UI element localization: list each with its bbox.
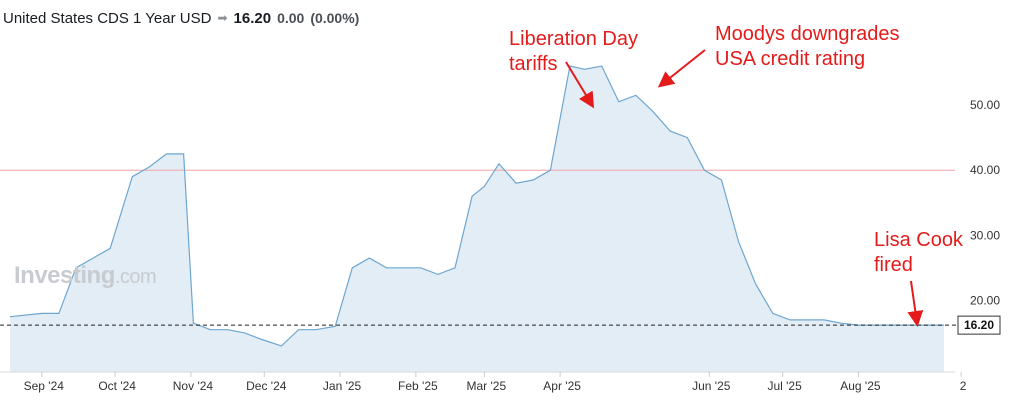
x-tick-label: Jan '25	[323, 379, 362, 393]
annotation-line: Liberation Day	[509, 28, 638, 50]
annotation-line: Moodys downgrades	[715, 23, 900, 45]
y-tick-label: 50.00	[970, 98, 1000, 112]
instrument-header: United States CDS 1 Year USD ➡ 16.20 0.0…	[3, 8, 359, 28]
x-tick-label: Mar '25	[467, 379, 507, 393]
x-tick-label: Jul '25	[767, 379, 802, 393]
arrow-lisa-cook	[907, 280, 924, 327]
last-price: 16.20	[233, 9, 272, 27]
annotation-line: tariffs	[509, 53, 558, 75]
annotation-line: USA credit rating	[715, 48, 866, 70]
watermark-suffix: .com	[114, 266, 157, 288]
x-tick-label: Oct '24	[98, 379, 136, 393]
series-line[interactable]	[9, 65, 944, 347]
x-tick-label: Aug '25	[840, 379, 881, 393]
series-area-fill	[10, 66, 944, 372]
current-value-badge	[957, 315, 1001, 335]
annotation-line: Lisa Cook	[874, 229, 963, 251]
instrument-name[interactable]: United States CDS 1 Year USD	[3, 9, 212, 27]
x-tick-label: Apr '25	[543, 379, 581, 393]
current-value-label: 16.20	[964, 318, 994, 332]
annotation-arrows	[565, 49, 924, 327]
right-arrow-icon: ➡	[217, 11, 228, 25]
y-tick-label: 20.00	[970, 293, 1000, 307]
plot-area[interactable]	[0, 65, 958, 372]
annotation-moodys-downgrade: Moodys downgrades USA credit rating	[715, 22, 900, 72]
x-tick-label: Feb '25	[398, 379, 438, 393]
x-tick-label: Sep '24	[24, 379, 65, 393]
annotation-liberation-day: Liberation Day tariffs	[509, 27, 638, 77]
axes: Sep '24 Oct '24 Nov '24 Dec '24 Jan '25 Feb '…	[0, 98, 1001, 393]
investing-watermark-logo: Investing.com	[14, 262, 157, 290]
arrow-liberation-day	[565, 61, 595, 109]
x-tick-label: Dec '24	[246, 379, 287, 393]
y-tick-label: 30.00	[970, 228, 1000, 242]
watermark-brand: Investing	[14, 262, 115, 289]
annotation-lisa-cook: Lisa Cook fired	[874, 228, 963, 278]
y-tick-label: 40.00	[970, 163, 1000, 177]
arrow-moodys	[657, 49, 706, 88]
price-change: 0.00	[277, 10, 305, 26]
x-tick-label: Nov '24	[173, 379, 214, 393]
annotation-line: fired	[874, 254, 913, 276]
price-change-percent: (0.00%)	[310, 10, 360, 26]
x-tick-label: Jun '25	[692, 379, 731, 393]
x-tick-label: 2	[960, 379, 967, 393]
